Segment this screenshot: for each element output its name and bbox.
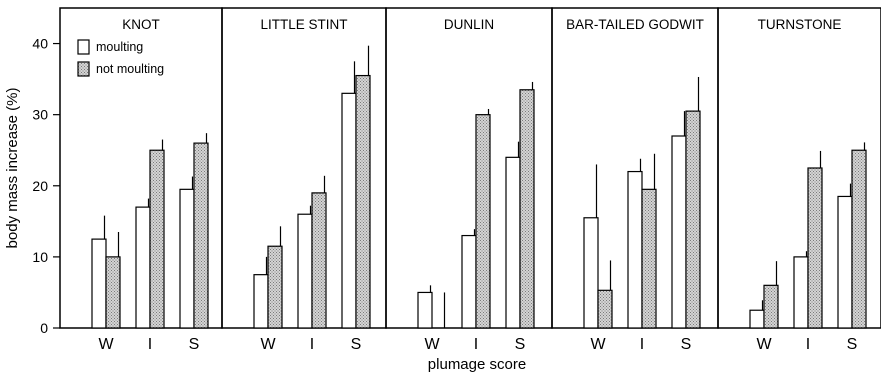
bar-not-moulting <box>475 114 491 329</box>
axes-layer: 0 10 20 30 40 <box>32 36 60 336</box>
x-tick-label: S <box>351 336 362 353</box>
x-axis-label: plumage score <box>428 356 526 373</box>
bar-moulting <box>671 135 687 329</box>
x-tick-label: I <box>806 336 810 353</box>
bar-moulting <box>505 156 521 329</box>
bar-moulting <box>793 256 809 329</box>
bar-not-moulting <box>267 245 283 329</box>
panel-title: BAR-TAILED GODWIT <box>566 17 704 32</box>
bar-moulting <box>627 170 643 329</box>
x-tick-label: W <box>260 336 276 353</box>
bar-not-moulting <box>597 289 613 329</box>
x-tick-label: S <box>515 336 526 353</box>
bar-not-moulting <box>685 110 701 329</box>
panel-title: LITTLE STINT <box>260 17 347 32</box>
bar-moulting <box>253 274 269 329</box>
x-tick-label: W <box>98 336 114 353</box>
x-tick-label: W <box>424 336 440 353</box>
x-tick-label: S <box>847 336 858 353</box>
bar-not-moulting <box>105 256 121 329</box>
x-tick-label: W <box>590 336 606 353</box>
x-tick-label: I <box>310 336 314 353</box>
bar-moulting <box>749 309 765 329</box>
bar-moulting <box>91 238 107 329</box>
y-tick-label: 10 <box>32 249 48 265</box>
bar-moulting <box>837 195 853 329</box>
bar-not-moulting <box>851 149 867 329</box>
bar-not-moulting <box>763 284 779 329</box>
legend-swatch-moulting <box>77 39 90 55</box>
y-tick-label: 20 <box>32 178 48 194</box>
y-tick-label: 40 <box>32 36 48 52</box>
panel-title: TURNSTONE <box>758 17 842 32</box>
bar-moulting <box>341 92 357 329</box>
y-tick-label: 0 <box>40 320 48 336</box>
x-tick-label: W <box>756 336 772 353</box>
x-tick-label: I <box>640 336 644 353</box>
bar-not-moulting <box>641 188 657 329</box>
panel-title: DUNLIN <box>444 17 494 32</box>
bar-moulting <box>179 188 195 329</box>
legend-swatch-not-moulting <box>77 61 90 77</box>
panels-layer: KNOT W I S LITTLE STINT W I S DUNLIN W I S BAR-TAILE… <box>59 7 881 353</box>
bar-moulting <box>417 291 433 329</box>
bar-moulting <box>583 217 599 329</box>
y-axis-label: body mass increase (%) <box>4 88 21 249</box>
bar-not-moulting <box>519 89 535 329</box>
x-tick-label: S <box>681 336 692 353</box>
legend-label: moulting <box>96 40 143 54</box>
bar-moulting <box>135 206 151 329</box>
x-tick-label: I <box>474 336 478 353</box>
legend-label: not moulting <box>96 62 164 76</box>
bar-not-moulting <box>807 167 823 329</box>
x-tick-label: I <box>148 336 152 353</box>
bar-moulting <box>461 234 477 329</box>
x-tick-label: S <box>189 336 200 353</box>
panel-title: KNOT <box>122 17 160 32</box>
bar-not-moulting <box>193 142 209 329</box>
bar-not-moulting <box>149 149 165 329</box>
y-tick-label: 30 <box>32 107 48 123</box>
bar-not-moulting <box>311 192 327 329</box>
bar-not-moulting <box>355 74 371 329</box>
bar-moulting <box>297 213 313 329</box>
